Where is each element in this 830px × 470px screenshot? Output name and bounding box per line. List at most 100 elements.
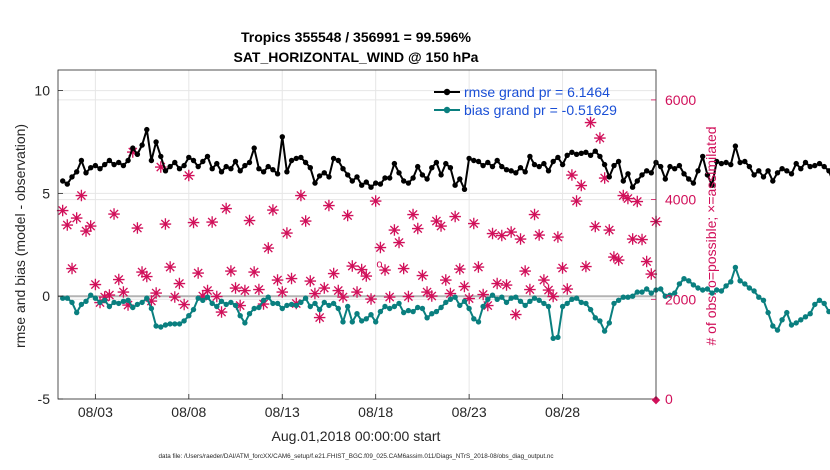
rmse-point [144,126,150,133]
rmse-point [732,143,739,149]
bias-point [531,295,538,301]
bias-point [499,294,505,300]
rmse-point [312,180,318,186]
bias-point [821,300,827,307]
rmse-point [522,169,528,175]
bias-point [120,298,127,304]
bias-point [410,308,416,315]
bias-point [130,304,136,311]
obs-count-point: ✳ [561,281,574,298]
rmse-point [686,176,692,182]
obs-count-point: ✳ [150,285,163,302]
rmse-point [475,158,482,165]
obs-count-point: ✳ [505,225,518,242]
obs-count-point: ✳ [453,261,466,278]
rmse-point [316,173,323,179]
rmse-point [433,159,440,166]
bias-point [88,292,94,298]
bias-point [106,303,113,310]
rmse-point [513,170,519,176]
obs-count-point: ✳ [206,215,219,232]
bias-point [270,300,276,307]
obs-count-point: ✳ [281,226,294,243]
bias-point [681,276,687,282]
right-tick-label: 4000 [665,192,696,208]
rmse-point [620,178,626,184]
legend-rmse-label: rmse grand pr = 6.1464 [464,84,610,100]
rmse-point [377,181,384,187]
rmse-point [116,159,122,166]
obs-count-point: ✳ [89,277,102,294]
rmse-point [218,169,225,175]
bias-point [508,295,514,301]
rmse-point [274,171,281,177]
rmse-point [714,158,720,165]
bias-point [144,295,150,301]
rmse-point [293,155,299,162]
x-axis-ticks: 08/03 08/08 08/13 08/18 08/23 08/28 [78,394,580,420]
bias-point [812,301,818,308]
obs-count-point: ✳ [117,284,130,301]
x-tick-label: 08/13 [265,404,300,420]
rmse-point [176,166,183,172]
bias-point [284,302,290,309]
obs-count-point: ✳ [164,259,177,276]
obs-count-point: ✳ [56,203,69,220]
bias-point [564,300,570,307]
rmse-point [298,154,304,161]
rmse-point [330,155,337,162]
rmse-point [158,153,164,160]
rmse-point [387,175,393,181]
bias-point [826,308,830,315]
rmse-point [648,170,654,176]
obs-count-point: ✳ [253,282,266,299]
rmse-point [438,172,444,178]
obs-count-point: ✳ [500,277,513,294]
obs-count-point: ✳ [61,218,74,235]
bias-point [116,300,122,307]
left-tick-label: 10 [34,83,50,99]
rmse-point [74,169,80,175]
bias-point [190,306,197,313]
rmse-point [550,158,556,165]
bias-point [513,294,519,300]
rmse-point [447,165,454,171]
right-axis-label: # of obs: o=possible; ×=assimilated [703,126,719,345]
obs-count-point: ✳ [341,208,354,225]
bias-point [274,300,281,307]
rmse-point [704,172,711,178]
rmse-point [186,154,192,161]
left-tick-label: 0 [42,288,50,304]
obs-count-point: ✳ [131,221,144,238]
rmse-point [517,165,524,171]
rmse-point [746,163,753,170]
rmse-point [167,163,173,170]
bias-point [429,311,435,317]
rmse-point [592,148,598,154]
obs-count-point: ✳ [136,264,149,281]
bias-series [60,264,830,341]
obs-count-point: ✳ [108,207,121,224]
obs-count-point: ✳ [514,231,527,248]
obs-count-point: ✳ [75,188,88,205]
obs-count-point: ✳ [159,217,172,234]
right-tick-label: 2000 [665,291,696,307]
rmse-point [106,157,113,164]
rmse-point [284,169,290,175]
rmse-point [821,163,827,170]
obs-count-point: ✳ [552,229,565,246]
bias-point [784,309,790,316]
bias-point [732,264,739,271]
obs-count-point: ✳ [225,263,238,280]
rmse-point [611,162,617,169]
bias-point [316,306,323,313]
chart-title-line2: SAT_HORIZONTAL_WIND @ 150 hPa [234,49,479,65]
bias-point [78,301,85,308]
rmse-point [246,159,253,166]
bias-point [134,301,141,308]
obs-count-point: ✳ [416,268,429,285]
obs-count-point: ✳ [603,223,616,240]
bias-point [102,297,108,303]
bias-point [246,311,253,317]
